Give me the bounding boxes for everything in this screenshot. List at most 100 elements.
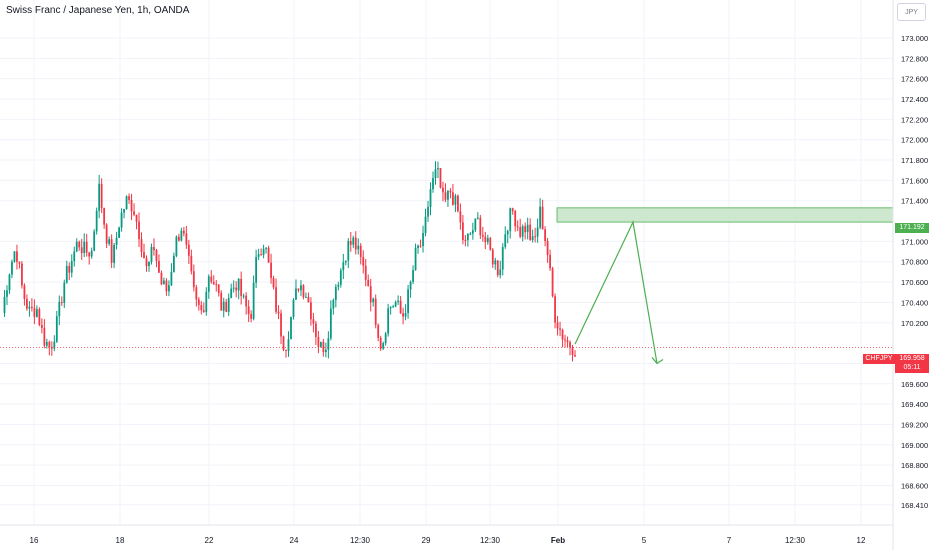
candle-body xyxy=(95,210,98,232)
time-tick-label: 12:30 xyxy=(785,536,806,545)
price-tick-label: 172.800 xyxy=(901,54,928,63)
candle-body xyxy=(53,341,56,349)
candle-body xyxy=(476,217,479,219)
candle-body xyxy=(125,196,128,209)
candle-body xyxy=(524,226,527,233)
candle-body xyxy=(285,349,287,351)
candle-body xyxy=(227,298,230,312)
candle-body xyxy=(452,192,454,205)
candle-body xyxy=(247,306,250,315)
resistance-zone[interactable] xyxy=(556,207,894,223)
candle-body xyxy=(367,279,370,287)
candle-body xyxy=(212,281,215,285)
candle-body xyxy=(310,302,312,320)
candle-body xyxy=(240,278,243,296)
candle-body xyxy=(369,286,372,303)
candle-body xyxy=(222,301,225,311)
candle-body xyxy=(123,208,125,213)
candle-body xyxy=(474,218,477,231)
candle-body xyxy=(207,276,210,292)
price-tick-label: 168.600 xyxy=(901,481,928,490)
candle-body xyxy=(173,255,175,272)
candle-body xyxy=(195,287,198,300)
candle-body xyxy=(182,230,185,234)
candle-body xyxy=(305,296,307,298)
candle-body xyxy=(574,354,576,357)
drawings-layer[interactable] xyxy=(0,207,894,365)
chart-grid xyxy=(0,0,893,525)
candle-body xyxy=(484,236,487,243)
candle-body xyxy=(534,236,537,238)
candle-body xyxy=(447,190,449,200)
candle-body xyxy=(514,210,517,227)
candle-body xyxy=(110,239,113,263)
candle-body xyxy=(26,298,28,309)
candle-body xyxy=(290,316,292,340)
candle-body xyxy=(292,299,295,317)
candle-body xyxy=(424,216,427,233)
candle-body xyxy=(60,301,63,303)
candle-body xyxy=(21,263,23,286)
price-tick-label: 169.000 xyxy=(901,441,928,450)
candle-body xyxy=(18,261,21,264)
candle-body xyxy=(88,252,91,257)
candle-body xyxy=(506,230,509,235)
candle-body xyxy=(245,295,248,307)
projection-arrow[interactable] xyxy=(574,220,658,364)
candle-body xyxy=(494,260,497,265)
candle-body xyxy=(150,246,153,262)
price-tick-label: 170.600 xyxy=(901,278,928,287)
candle-body xyxy=(170,271,173,286)
candle-body xyxy=(569,342,571,348)
candle-body xyxy=(307,296,310,303)
candle-body xyxy=(200,305,203,311)
candle-body xyxy=(270,262,272,279)
candle-body xyxy=(210,276,213,282)
candle-body xyxy=(511,208,514,211)
price-tick-label: 169.400 xyxy=(901,400,928,409)
candle-body xyxy=(404,312,407,317)
price-tick-label: 172.600 xyxy=(901,75,928,84)
candle-body xyxy=(312,319,315,324)
candle-body xyxy=(262,248,265,255)
time-tick-label: Feb xyxy=(551,536,565,545)
candle-body xyxy=(379,337,382,349)
time-tick-label: 24 xyxy=(290,536,299,545)
currency-button[interactable]: JPY xyxy=(897,3,926,21)
candle-body xyxy=(187,244,190,256)
price-axis[interactable]: 173.000 172.800 172.600 172.400 172.200 172.0… xyxy=(892,0,928,550)
candle-body xyxy=(499,269,502,276)
candle-body xyxy=(48,341,51,347)
price-tick-label: 171.400 xyxy=(901,197,928,206)
price-tick-label: 172.400 xyxy=(901,95,928,104)
candle-body xyxy=(13,251,16,262)
candle-body xyxy=(329,308,332,339)
price-tick-label: 171.000 xyxy=(901,237,928,246)
candle-body xyxy=(382,343,385,349)
candle-body xyxy=(546,240,549,255)
last-price-value: 169.958 xyxy=(899,355,925,362)
time-axis[interactable]: 16 18 22 24 12:30 29 12:30 Feb 5 7 12:30 12 xyxy=(0,524,893,545)
candle-body xyxy=(217,284,220,293)
time-tick-label: 12 xyxy=(857,536,866,545)
candle-body xyxy=(394,301,397,307)
candle-body xyxy=(402,313,404,317)
candle-body xyxy=(442,187,444,193)
candle-body xyxy=(192,271,195,288)
candle-body xyxy=(322,341,325,353)
candle-body xyxy=(489,238,492,250)
candle-body xyxy=(432,178,434,190)
price-tick-label: 170.800 xyxy=(901,258,928,267)
candle-body xyxy=(554,296,556,323)
candle-body xyxy=(519,227,522,237)
candle-body xyxy=(434,169,437,179)
candle-body xyxy=(55,316,58,342)
candle-body xyxy=(561,329,564,340)
candle-body xyxy=(180,230,183,241)
candle-body xyxy=(417,245,419,249)
candle-body xyxy=(342,262,345,271)
candle-body xyxy=(165,280,168,292)
candle-body xyxy=(531,236,534,240)
candle-body xyxy=(103,208,106,225)
